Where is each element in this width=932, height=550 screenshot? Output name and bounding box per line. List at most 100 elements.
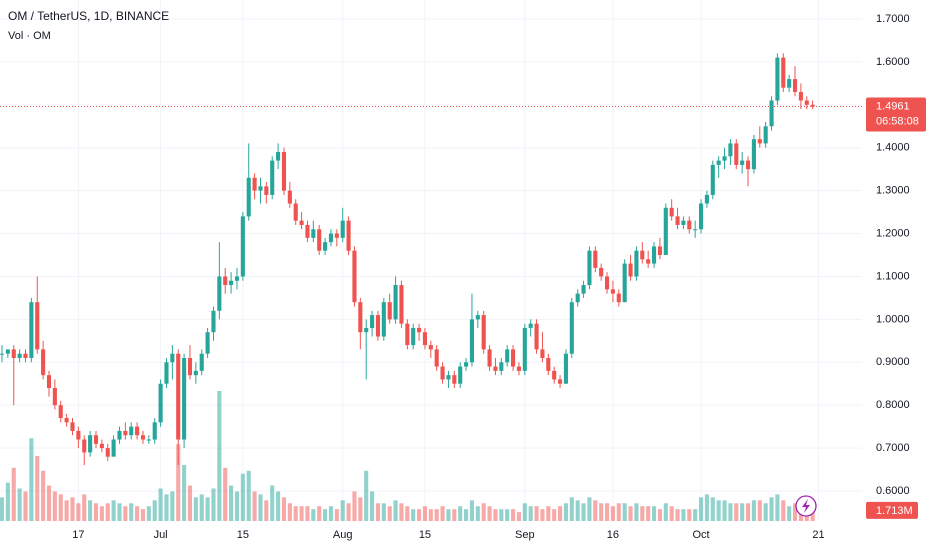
volume-bar bbox=[534, 506, 539, 521]
candle-body bbox=[129, 426, 134, 436]
volume-bar bbox=[464, 509, 469, 521]
volume-bar bbox=[393, 500, 398, 521]
volume-bar bbox=[646, 506, 651, 521]
candle-body bbox=[52, 388, 57, 406]
candle-body bbox=[681, 220, 686, 225]
volume-bar bbox=[669, 506, 674, 521]
volume-bar bbox=[328, 506, 334, 521]
candle-body bbox=[640, 250, 645, 260]
candle-body bbox=[405, 323, 410, 346]
volume-bar bbox=[493, 509, 498, 521]
volume-bar bbox=[311, 509, 316, 521]
candle-body bbox=[646, 259, 651, 264]
volume-bar bbox=[722, 500, 727, 521]
candle-body bbox=[187, 357, 193, 376]
candle-body bbox=[728, 143, 733, 157]
volume-bar bbox=[499, 509, 504, 521]
volume-bar bbox=[193, 497, 198, 521]
candle-body bbox=[323, 242, 328, 251]
candle-body bbox=[616, 293, 621, 303]
volume-bar bbox=[522, 503, 527, 521]
volume-bar bbox=[581, 503, 586, 521]
candle-body bbox=[698, 203, 704, 230]
x-tick-label: 16 bbox=[607, 529, 619, 541]
candle-body bbox=[223, 276, 228, 286]
x-tick-label: Aug bbox=[333, 529, 353, 541]
volume-bar bbox=[399, 503, 404, 521]
candle-body bbox=[234, 276, 240, 281]
candle-body bbox=[146, 439, 151, 441]
candle-body bbox=[393, 285, 398, 320]
y-tick-label: 0.8000 bbox=[876, 399, 910, 411]
candle-body bbox=[270, 160, 275, 195]
volume-bar bbox=[546, 506, 551, 521]
candle-body bbox=[675, 216, 680, 225]
candle-body bbox=[381, 302, 386, 337]
candle-body bbox=[558, 379, 563, 384]
candle-body bbox=[305, 224, 310, 238]
candle-body bbox=[458, 366, 463, 384]
x-tick-label: Jul bbox=[154, 529, 168, 541]
volume-bar bbox=[246, 470, 251, 521]
volume-bar bbox=[558, 506, 563, 521]
volume-bar bbox=[305, 506, 310, 521]
candle-body bbox=[17, 353, 22, 358]
candle-body bbox=[422, 332, 428, 346]
candle-body bbox=[117, 430, 122, 440]
candle-body bbox=[170, 353, 175, 363]
candle-body bbox=[199, 353, 204, 371]
volume-bar bbox=[657, 509, 662, 521]
candle-body bbox=[575, 293, 580, 303]
last-price-label: 1.4961 bbox=[876, 100, 910, 112]
candle-body bbox=[569, 302, 574, 354]
volume-bar bbox=[146, 506, 151, 521]
candle-body bbox=[604, 276, 610, 290]
volume-bar bbox=[417, 509, 422, 521]
candle-body bbox=[587, 250, 592, 286]
volume-bar bbox=[11, 467, 16, 521]
volume-bar bbox=[229, 485, 234, 521]
candle-body bbox=[123, 430, 128, 436]
volume-bar bbox=[264, 500, 269, 521]
candle-body bbox=[399, 285, 404, 324]
volume-bar bbox=[58, 494, 63, 521]
candle-body bbox=[182, 357, 187, 440]
volume-bar bbox=[440, 506, 445, 521]
last-price-box bbox=[866, 97, 926, 132]
candle-body bbox=[599, 267, 604, 277]
volume-bar bbox=[528, 506, 533, 521]
candle-body bbox=[593, 250, 598, 268]
candle-body bbox=[710, 164, 715, 195]
candle-body bbox=[417, 327, 422, 333]
volume-bar bbox=[481, 503, 486, 521]
volume-bar bbox=[52, 491, 57, 521]
countdown: 06:58:08 bbox=[876, 115, 919, 127]
candle-body bbox=[528, 323, 533, 328]
candle-body bbox=[70, 422, 75, 431]
candle-body bbox=[152, 422, 157, 440]
volume-bar bbox=[569, 497, 574, 521]
candle-body bbox=[258, 186, 263, 191]
volume-bar bbox=[17, 488, 22, 521]
volume-bar bbox=[434, 509, 439, 521]
candle-body bbox=[387, 302, 392, 320]
candle-body bbox=[211, 310, 216, 333]
volume-bar bbox=[258, 494, 263, 521]
y-tick-label: 1.2000 bbox=[876, 227, 910, 239]
y-tick-label: 0.7000 bbox=[876, 442, 910, 454]
volume-bar bbox=[616, 503, 621, 521]
volume-bar bbox=[775, 494, 780, 521]
volume-bar bbox=[628, 506, 633, 521]
volume-bar bbox=[93, 503, 99, 521]
candle-body bbox=[428, 345, 433, 350]
volume-bar bbox=[716, 500, 721, 521]
volume-bar bbox=[135, 506, 140, 521]
volume-bar bbox=[340, 500, 345, 521]
candle-body bbox=[610, 289, 615, 294]
candle-body bbox=[370, 315, 375, 328]
candle-body bbox=[93, 435, 99, 444]
candle-body bbox=[781, 57, 786, 88]
chart-title: OM / TetherUS, 1D, BINANCE bbox=[8, 9, 169, 23]
candle-body bbox=[276, 152, 281, 161]
volume-bar bbox=[199, 494, 204, 521]
